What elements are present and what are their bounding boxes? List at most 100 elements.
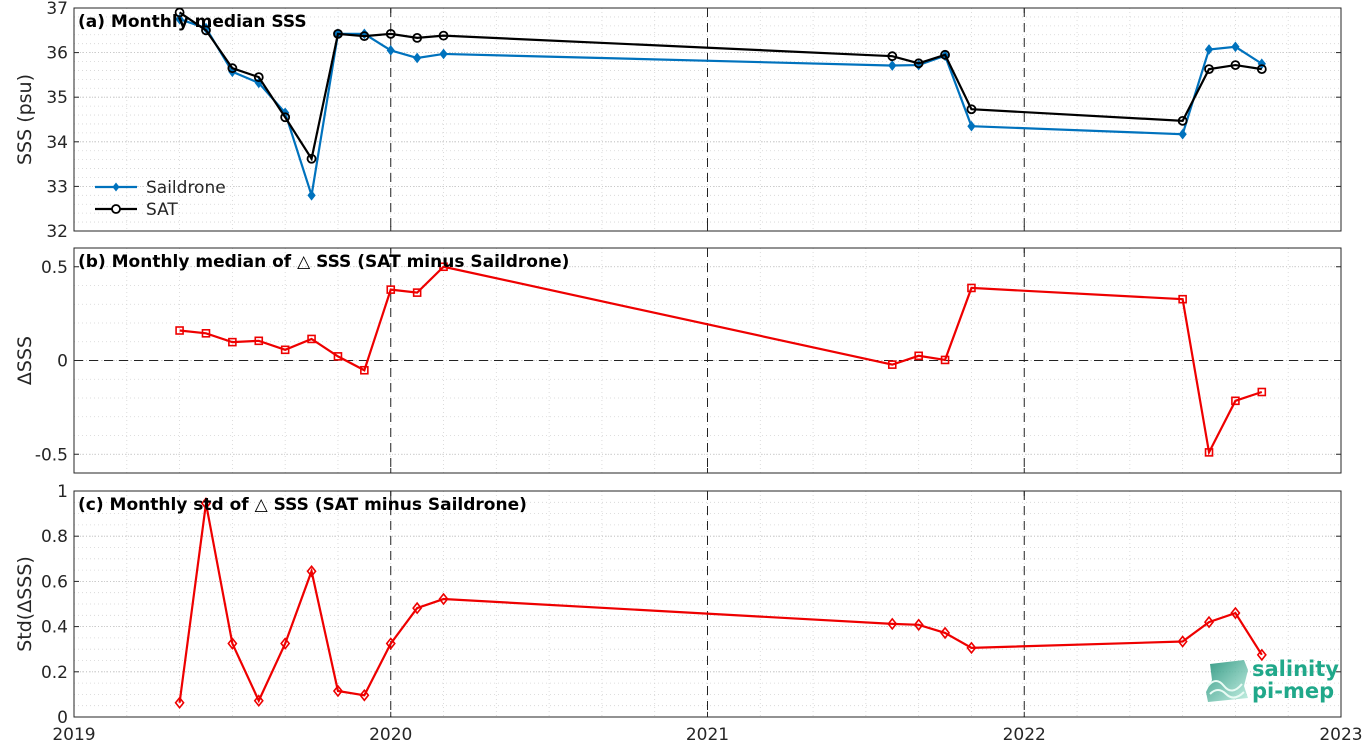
data-point bbox=[887, 617, 898, 631]
data-point bbox=[914, 351, 923, 361]
data-point bbox=[1231, 396, 1240, 406]
data-point bbox=[1230, 606, 1241, 620]
series-line bbox=[179, 265, 1263, 456]
series-line bbox=[178, 503, 1263, 704]
y-tick-label: 34 bbox=[46, 133, 68, 153]
y-tick-label: 0.6 bbox=[41, 572, 68, 592]
panel-c: 0 0.2 0.4 0.6 0.8 1 Std(ΔSSS) (c) Monthly std o… bbox=[14, 482, 1342, 728]
data-point bbox=[333, 28, 343, 39]
data-point bbox=[307, 334, 316, 344]
data-point bbox=[940, 626, 951, 640]
data-point bbox=[306, 564, 317, 578]
data-point bbox=[1178, 294, 1187, 304]
panel-title: (b) Monthly median of △ SSS (SAT minus S… bbox=[78, 252, 569, 272]
salinity-pimep-logo: salinity pi-mep bbox=[1204, 656, 1339, 706]
data-point bbox=[940, 49, 950, 60]
y-tick-label: 0.8 bbox=[41, 527, 68, 547]
data-point bbox=[200, 497, 212, 510]
data-point bbox=[412, 32, 423, 43]
y-tick-label: 33 bbox=[46, 177, 68, 197]
data-point bbox=[385, 28, 396, 39]
y-tick-label: 0 bbox=[57, 352, 68, 372]
data-point bbox=[966, 641, 977, 655]
logo-text-pimep: pi-mep bbox=[1252, 679, 1335, 703]
panel-title: (c) Monthly std of △ SSS (SAT minus Sail… bbox=[78, 495, 527, 515]
data-point bbox=[439, 48, 448, 60]
data-point bbox=[1256, 648, 1267, 662]
data-point bbox=[412, 601, 423, 615]
data-point bbox=[1177, 635, 1188, 648]
data-point bbox=[228, 337, 237, 347]
data-point bbox=[174, 7, 185, 18]
y-tick-label: 0.5 bbox=[41, 258, 68, 278]
data-point bbox=[888, 60, 897, 71]
data-point bbox=[201, 329, 211, 338]
x-tick-label: 2020 bbox=[369, 725, 412, 745]
data-point bbox=[280, 637, 291, 650]
data-point bbox=[306, 153, 317, 164]
data-point bbox=[174, 696, 185, 710]
y-tick-label: 36 bbox=[46, 44, 68, 64]
data-point bbox=[1204, 448, 1214, 457]
legend-entry: Saildrone bbox=[146, 178, 226, 198]
data-point bbox=[254, 336, 264, 346]
data-point bbox=[887, 360, 897, 369]
series-line bbox=[179, 18, 1263, 196]
data-point bbox=[887, 51, 898, 62]
data-point bbox=[1177, 115, 1188, 126]
data-point bbox=[253, 694, 264, 708]
y-tick-label: 37 bbox=[46, 0, 68, 19]
data-point bbox=[438, 30, 449, 41]
data-point bbox=[412, 288, 422, 297]
data-point bbox=[1203, 615, 1215, 629]
panel-title: (a) Monthly median SSS bbox=[78, 12, 307, 32]
logo-text-salinity: salinity bbox=[1252, 657, 1339, 681]
data-point bbox=[1178, 128, 1187, 140]
data-point bbox=[280, 112, 291, 123]
data-point bbox=[966, 104, 977, 115]
y-tick-label: 0.2 bbox=[41, 663, 68, 683]
y-axis-label: Std(ΔSSS) bbox=[14, 556, 36, 652]
data-point bbox=[360, 365, 369, 375]
data-point bbox=[227, 63, 238, 74]
data-point bbox=[280, 345, 290, 355]
y-tick-label: 0 bbox=[57, 708, 68, 728]
data-point bbox=[307, 190, 316, 201]
data-point bbox=[175, 326, 184, 335]
x-axis-tick-labels: 2019 2020 2021 2022 2023 bbox=[52, 725, 1362, 745]
data-point bbox=[913, 618, 924, 632]
data-point bbox=[967, 283, 976, 293]
y-tick-label: 0.4 bbox=[41, 618, 68, 638]
data-point bbox=[332, 684, 343, 698]
data-point bbox=[253, 72, 264, 83]
x-tick-label: 2023 bbox=[1319, 725, 1362, 745]
data-point bbox=[1257, 387, 1267, 397]
y-tick-label: -0.5 bbox=[35, 445, 68, 465]
y-tick-label: 32 bbox=[46, 222, 68, 242]
data-point bbox=[439, 262, 448, 272]
data-point bbox=[359, 31, 370, 41]
data-point bbox=[1256, 64, 1267, 75]
data-point bbox=[386, 285, 396, 294]
x-tick-label: 2022 bbox=[1003, 725, 1046, 745]
series-line bbox=[178, 11, 1262, 162]
panel-b: -0.5 0 0.5 ΔSSS (b) Monthly median of △ SSS … bbox=[14, 247, 1342, 474]
legend-marker bbox=[111, 204, 121, 214]
y-axis-label: SSS (psu) bbox=[14, 74, 36, 165]
data-point bbox=[333, 352, 343, 361]
x-tick-label: 2019 bbox=[52, 725, 95, 745]
data-point bbox=[967, 120, 976, 132]
y-axis-label: ΔSSS bbox=[14, 336, 36, 385]
x-tick-label: 2021 bbox=[686, 725, 729, 745]
legend-marker bbox=[112, 182, 120, 192]
panel-a: 32 33 34 35 36 37 SSS (psu) (a) Monthly median … bbox=[14, 0, 1342, 242]
data-point bbox=[386, 45, 395, 56]
data-point bbox=[413, 52, 422, 64]
data-point bbox=[1204, 44, 1214, 55]
data-point bbox=[385, 637, 396, 650]
y-tick-label: 35 bbox=[46, 88, 68, 108]
data-point bbox=[359, 689, 370, 702]
data-point bbox=[1230, 60, 1241, 70]
